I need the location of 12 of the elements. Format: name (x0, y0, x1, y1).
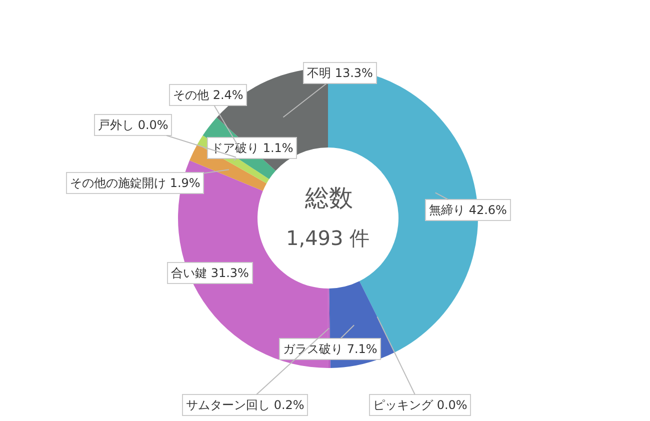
slice-label: ガラス破り 7.1% (283, 342, 378, 356)
text: 総数 (304, 184, 353, 212)
category-label: ピッキング 0.0% (373, 398, 468, 412)
slice-label: 無締り 42.6% (429, 203, 507, 217)
slice-label: 合い鍵 31.3% (171, 266, 249, 280)
slice-label: その他の施錠開け 1.9% (70, 176, 200, 190)
slice-label: サムターン回し 0.2% (186, 398, 304, 412)
text: 1,493 件 (286, 226, 370, 250)
slice-label: ドア破り 1.1% (211, 141, 294, 155)
category-label: 戸外し 0.0% (98, 118, 168, 132)
slice-label: 不明 13.3% (307, 66, 373, 80)
slice-label: その他 2.4% (173, 88, 244, 102)
